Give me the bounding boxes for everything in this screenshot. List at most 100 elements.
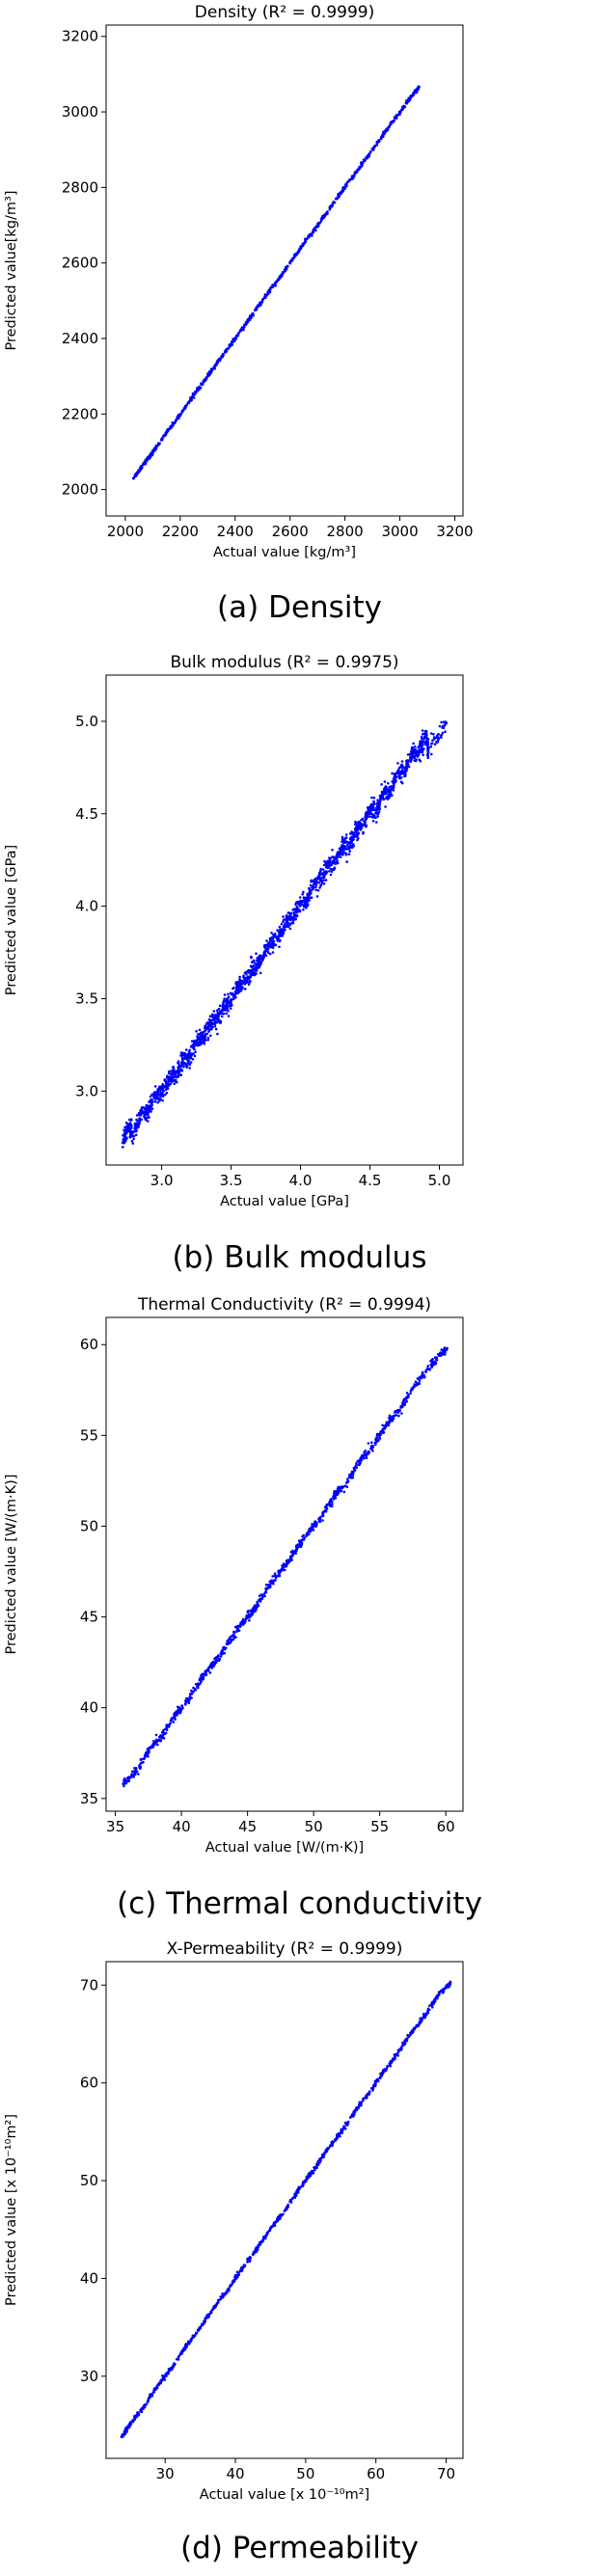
data-point [280, 928, 284, 931]
data-point [173, 1070, 177, 1073]
data-point [242, 975, 245, 979]
data-point [244, 1616, 248, 1620]
data-point [352, 832, 355, 836]
data-point [163, 1078, 167, 1081]
data-point [318, 2159, 321, 2162]
data-point [261, 955, 265, 958]
data-point [301, 900, 305, 903]
y-tick-label: 60 [80, 1336, 98, 1353]
data-point [268, 939, 272, 942]
data-point [278, 1574, 282, 1578]
data-point [434, 1360, 437, 1363]
data-point [315, 224, 319, 228]
data-point [176, 2357, 179, 2361]
data-point [368, 806, 371, 810]
data-point [328, 207, 332, 211]
data-point [174, 1072, 177, 1075]
data-point [153, 1085, 157, 1088]
data-point [319, 883, 323, 887]
data-point [121, 1141, 124, 1145]
data-point [398, 113, 401, 116]
data-point [299, 246, 302, 250]
data-point [406, 2033, 409, 2037]
data-point [225, 1012, 228, 1016]
data-point [321, 868, 325, 871]
data-point [193, 1040, 196, 1043]
data-point [380, 793, 384, 797]
data-point [192, 396, 196, 399]
data-point [318, 1520, 322, 1523]
data-point [216, 361, 220, 365]
data-point [208, 1671, 212, 1674]
scatter-points [122, 1346, 449, 1788]
data-point [322, 879, 326, 882]
data-point [430, 2004, 434, 2007]
data-point [409, 95, 413, 98]
data-point [189, 1696, 193, 1699]
data-point [437, 732, 440, 736]
data-point [163, 2374, 166, 2378]
data-point [376, 801, 380, 804]
data-point [409, 2031, 413, 2035]
data-point [323, 863, 326, 867]
data-point [381, 1424, 384, 1427]
data-point [212, 1010, 216, 1013]
data-point [204, 1032, 207, 1036]
data-point [428, 2004, 431, 2007]
data-point [331, 1503, 334, 1505]
data-point [180, 1058, 184, 1062]
data-point [322, 2154, 326, 2156]
data-point [180, 410, 183, 414]
data-point [396, 2050, 400, 2054]
data-point [314, 229, 317, 232]
data-point [248, 1618, 251, 1622]
data-point [193, 1047, 196, 1051]
data-point [130, 1140, 134, 1143]
data-point [446, 1346, 449, 1350]
data-point [143, 1115, 147, 1119]
data-point [157, 443, 160, 447]
caption-density: (a) Density [217, 590, 382, 625]
data-point [380, 2073, 383, 2076]
data-point [142, 1106, 145, 1109]
data-point [398, 111, 401, 114]
data-point [269, 287, 272, 290]
data-point [162, 1732, 165, 1736]
data-point [358, 2104, 361, 2107]
data-point [259, 303, 262, 307]
data-point [282, 915, 285, 918]
data-point [243, 980, 247, 984]
data-point [313, 879, 315, 881]
data-point [329, 873, 333, 877]
data-point [156, 1098, 160, 1100]
data-point [422, 737, 425, 741]
data-point [203, 2319, 205, 2323]
data-point [360, 2101, 363, 2104]
data-point [359, 1461, 362, 1465]
data-point [302, 242, 306, 246]
data-point [274, 1579, 277, 1582]
data-point [164, 1088, 168, 1092]
data-point [413, 1383, 417, 1386]
data-point [277, 2218, 281, 2221]
data-point [209, 2311, 213, 2315]
data-point [168, 1071, 171, 1075]
data-point [221, 1648, 225, 1651]
data-point [296, 906, 299, 909]
data-point [221, 1650, 224, 1654]
data-point [368, 150, 372, 153]
data-point [125, 1136, 128, 1140]
data-point [229, 2285, 232, 2288]
data-point [216, 2301, 220, 2304]
caption-permeability: (d) Permeability [180, 2531, 419, 2565]
data-point [220, 2295, 224, 2299]
data-point [259, 1597, 263, 1600]
data-point [357, 821, 361, 825]
data-point [286, 914, 289, 918]
data-point [189, 2338, 193, 2342]
data-point [282, 271, 286, 274]
data-point [399, 771, 402, 773]
data-point [221, 2292, 224, 2295]
data-point [249, 2256, 253, 2260]
data-point [330, 2140, 334, 2144]
